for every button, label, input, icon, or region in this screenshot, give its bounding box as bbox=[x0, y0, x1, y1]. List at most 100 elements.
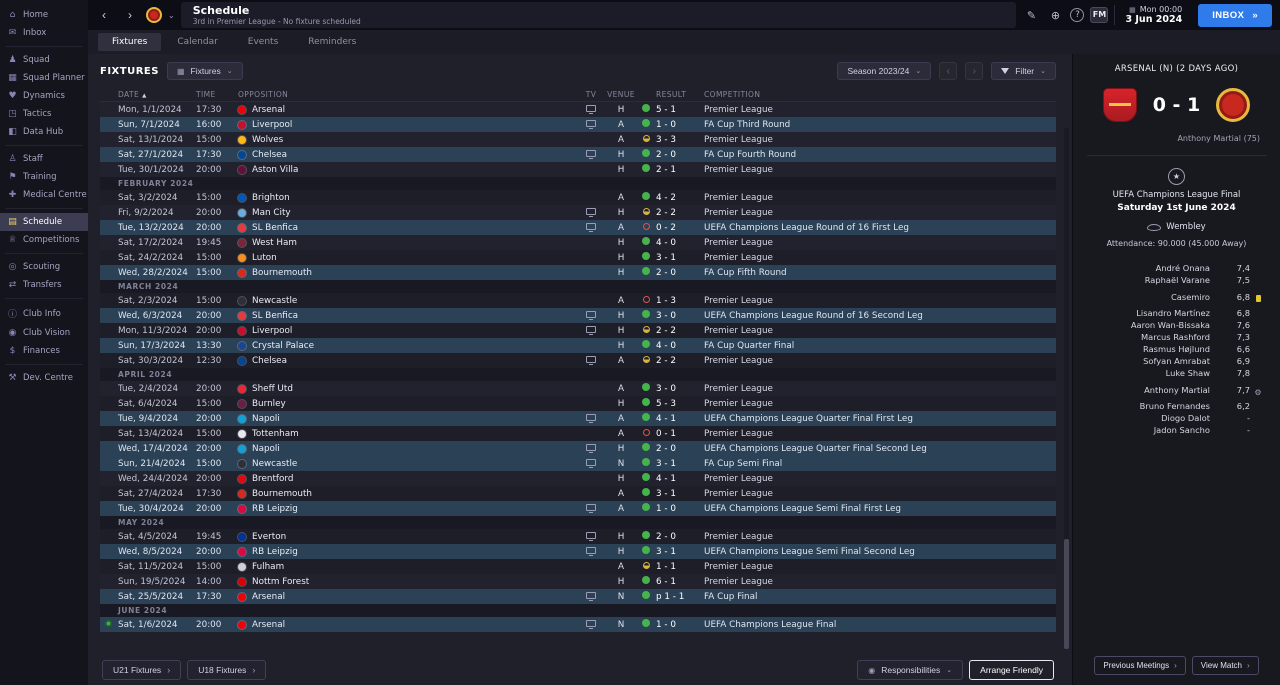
fixture-row[interactable]: Mon, 11/3/2024 20:00 Liverpool H 2 - 2 Premie… bbox=[100, 323, 1056, 338]
sidebar-item-medical-centre[interactable]: ✚ Medical Centre bbox=[0, 186, 88, 204]
fixture-row[interactable]: Fri, 9/2/2024 20:00 Man City H 2 - 2 Premier … bbox=[100, 205, 1056, 220]
inbox-button[interactable]: INBOX » bbox=[1198, 3, 1272, 27]
u18-fixtures-button[interactable]: U18 Fixtures › bbox=[187, 660, 267, 680]
tab-calendar[interactable]: Calendar bbox=[177, 37, 218, 47]
fixture-row[interactable]: Sat, 1/6/2024 20:00 Arsenal N 1 - 0 UEFA Cham… bbox=[100, 617, 1056, 632]
fixture-row[interactable]: Sun, 21/4/2024 15:00 Newcastle N 3 - 1 FA Cup… bbox=[100, 456, 1056, 471]
sidebar-item-dev-centre[interactable]: ⚒ Dev. Centre bbox=[0, 369, 88, 387]
sidebar-item-home[interactable]: ⌂ Home bbox=[0, 6, 88, 24]
sidebar-item-competitions[interactable]: ♕ Competitions bbox=[0, 231, 88, 249]
fixture-row[interactable]: Sun, 7/1/2024 16:00 Liverpool A 1 - 0 FA Cup … bbox=[100, 117, 1056, 132]
fixture-row[interactable]: Sat, 4/5/2024 19:45 Everton H 2 - 0 Premier L… bbox=[100, 529, 1056, 544]
fixture-row[interactable]: Tue, 30/4/2024 20:00 RB Leipzig A 1 - 0 UEFA … bbox=[100, 501, 1056, 516]
fixture-row[interactable]: Sat, 24/2/2024 15:00 Luton H 3 - 1 Premier Le… bbox=[100, 250, 1056, 265]
player-rating-row[interactable]: André Onana 7,4 bbox=[1073, 262, 1280, 274]
player-rating-row[interactable]: Rasmus Højlund 6,6 bbox=[1073, 343, 1280, 355]
player-rating-row[interactable]: Sofyan Amrabat 6,9 bbox=[1073, 355, 1280, 367]
view-selector-button[interactable]: ▦ Fixtures ⌄ bbox=[166, 62, 243, 80]
edit-icon[interactable]: ✎ bbox=[1026, 8, 1037, 22]
sidebar-item-scouting[interactable]: ◎ Scouting bbox=[0, 258, 88, 276]
player-rating-row[interactable]: Diogo Dalot - bbox=[1073, 412, 1280, 424]
tab-events[interactable]: Events bbox=[247, 37, 279, 47]
sidebar-item-data-hub[interactable]: ◧ Data Hub bbox=[0, 123, 88, 141]
fixture-row[interactable]: Sat, 27/1/2024 17:30 Chelsea H 2 - 0 FA Cup F… bbox=[100, 147, 1056, 162]
nav-forward-button[interactable]: › bbox=[120, 5, 140, 25]
fixture-row[interactable]: Sat, 6/4/2024 15:00 Burnley H 5 - 3 Premier L… bbox=[100, 396, 1056, 411]
sidebar-item-training[interactable]: ⚑ Training bbox=[0, 168, 88, 186]
fixture-row[interactable]: Wed, 8/5/2024 20:00 RB Leipzig H 3 - 1 UEFA C… bbox=[100, 544, 1056, 559]
sidebar-item-schedule[interactable]: ▤ Schedule bbox=[0, 213, 88, 231]
column-tv[interactable]: TV bbox=[585, 89, 597, 99]
sidebar-item-transfers[interactable]: ⇄ Transfers bbox=[0, 276, 88, 294]
fixture-row[interactable]: Sat, 13/4/2024 15:00 Tottenham A 0 - 1 Premie… bbox=[100, 426, 1056, 441]
fixture-row[interactable]: Tue, 13/2/2024 20:00 SL Benfica A 0 - 2 UEFA … bbox=[100, 220, 1056, 235]
fixture-row[interactable]: Sat, 2/3/2024 15:00 Newcastle A 1 - 3 Premier… bbox=[100, 293, 1056, 308]
fm-logo[interactable]: FM bbox=[1090, 7, 1109, 23]
filter-button[interactable]: Filter ⌄ bbox=[991, 62, 1056, 80]
player-rating-row[interactable]: Jadon Sancho - bbox=[1073, 424, 1280, 436]
sidebar-item-club-vision[interactable]: ◉ Club Vision bbox=[0, 324, 88, 342]
sidebar-item-inbox[interactable]: ✉ Inbox bbox=[0, 24, 88, 42]
sidebar-item-club-info[interactable]: ⓘ Club Info bbox=[0, 303, 88, 324]
column-venue[interactable]: VENUE bbox=[607, 89, 635, 99]
player-rating-row[interactable]: Lisandro Martínez 6,8 bbox=[1073, 307, 1280, 319]
fixture-row[interactable]: Sat, 3/2/2024 15:00 Brighton A 4 - 2 Premier … bbox=[100, 190, 1056, 205]
fixture-row[interactable]: Tue, 9/4/2024 20:00 Napoli A 4 - 1 UEFA Champ… bbox=[100, 411, 1056, 426]
world-icon[interactable]: ⊕ bbox=[1050, 8, 1061, 22]
column-opposition[interactable]: OPPOSITION bbox=[238, 89, 289, 99]
nav-back-button[interactable]: ‹ bbox=[94, 5, 114, 25]
column-result[interactable]: RESULT bbox=[656, 89, 687, 99]
column-time[interactable]: TIME bbox=[196, 89, 216, 99]
sidebar-item-finances[interactable]: $ Finances bbox=[0, 342, 88, 360]
fixture-row[interactable]: Wed, 24/4/2024 20:00 Brentford H 4 - 1 Premie… bbox=[100, 471, 1056, 486]
club-crest-icon[interactable] bbox=[146, 7, 162, 23]
player-rating-row[interactable]: Aaron Wan-Bissaka 7,6 bbox=[1073, 319, 1280, 331]
sidebar-item-dynamics[interactable]: ♥ Dynamics bbox=[0, 87, 88, 105]
scrollbar-thumb[interactable] bbox=[1064, 539, 1069, 649]
fixture-row[interactable]: Sun, 19/5/2024 14:00 Nottm Forest H 6 - 1 Pre… bbox=[100, 574, 1056, 589]
player-rating-row[interactable]: Marcus Rashford 7,3 bbox=[1073, 331, 1280, 343]
tab-fixtures[interactable]: Fixtures bbox=[98, 33, 162, 51]
player-rating-row[interactable]: Casemiro 6,8 bbox=[1073, 286, 1280, 307]
column-competition[interactable]: COMPETITION bbox=[704, 89, 761, 99]
fixture-row[interactable]: Sun, 17/3/2024 13:30 Crystal Palace H 4 - 0 F… bbox=[100, 338, 1056, 353]
outcome-w-icon bbox=[642, 149, 650, 157]
fixture-row[interactable]: Tue, 30/1/2024 20:00 Aston Villa H 2 - 1 Prem… bbox=[100, 162, 1056, 177]
fixture-row[interactable]: Wed, 28/2/2024 15:00 Bournemouth H 2 - 0 FA C… bbox=[100, 265, 1056, 280]
player-rating-row[interactable]: Luke Shaw 7,8 bbox=[1073, 367, 1280, 379]
season-prev-button[interactable]: ‹ bbox=[939, 62, 958, 80]
tab-reminders[interactable]: Reminders bbox=[308, 37, 357, 47]
fixture-row[interactable]: Sat, 13/1/2024 15:00 Wolves A 3 - 3 Premier L… bbox=[100, 132, 1056, 147]
u21-fixtures-button[interactable]: U21 Fixtures › bbox=[102, 660, 182, 680]
fixture-row[interactable]: Sat, 30/3/2024 12:30 Chelsea A 2 - 2 Premier … bbox=[100, 353, 1056, 368]
fixture-row[interactable]: Wed, 6/3/2024 20:00 SL Benfica H 3 - 0 UEFA C… bbox=[100, 308, 1056, 323]
sidebar-item-squad-planner[interactable]: ▦ Squad Planner bbox=[0, 69, 88, 87]
sidebar-item-staff[interactable]: ♙ Staff bbox=[0, 150, 88, 168]
vertical-scrollbar[interactable] bbox=[1064, 128, 1069, 649]
responsibilities-button[interactable]: ◉ Responsibilities ⌄ bbox=[857, 660, 964, 680]
player-rating-row[interactable]: Anthony Martial 7,7 ⚙ bbox=[1073, 379, 1280, 400]
column-date[interactable]: DATE ▲ bbox=[118, 89, 147, 99]
season-next-button[interactable]: › bbox=[965, 62, 984, 80]
fixture-row[interactable]: Tue, 2/4/2024 20:00 Sheff Utd A 3 - 0 Premier… bbox=[100, 381, 1056, 396]
previous-meetings-button[interactable]: Previous Meetings › bbox=[1094, 656, 1186, 675]
fixture-row[interactable]: Sat, 17/2/2024 19:45 West Ham H 4 - 0 Premier… bbox=[100, 235, 1056, 250]
player-rating-row[interactable]: Bruno Fernandes 6,2 bbox=[1073, 400, 1280, 412]
fixture-row[interactable]: Sat, 11/5/2024 15:00 Fulham A 1 - 1 Premier L… bbox=[100, 559, 1056, 574]
chevron-down-icon[interactable]: ⌄ bbox=[168, 10, 175, 20]
season-selector[interactable]: Season 2023/24 ⌄ bbox=[837, 62, 932, 80]
team-badge-icon bbox=[238, 341, 246, 350]
player-rating-row[interactable]: Raphaël Varane 7,5 bbox=[1073, 274, 1280, 286]
help-icon[interactable]: ? bbox=[1070, 8, 1085, 22]
champions-league-logo-icon: ★ bbox=[1168, 168, 1185, 185]
fixture-row[interactable]: Mon, 1/1/2024 17:30 Arsenal H 5 - 1 Premier L… bbox=[100, 102, 1056, 117]
arrange-friendly-button[interactable]: Arrange Friendly bbox=[969, 660, 1054, 680]
fixture-row[interactable]: Sat, 27/4/2024 17:30 Bournemouth A 3 - 1 Prem… bbox=[100, 486, 1056, 501]
fixture-row[interactable]: Wed, 17/4/2024 20:00 Napoli H 2 - 0 UEFA Cham… bbox=[100, 441, 1056, 456]
venue-cell: N bbox=[617, 458, 625, 469]
view-match-button[interactable]: View Match › bbox=[1191, 656, 1259, 675]
tv-cell bbox=[578, 222, 604, 233]
sidebar-item-tactics[interactable]: ◳ Tactics bbox=[0, 105, 88, 123]
sidebar-item-squad[interactable]: ♟ Squad bbox=[0, 51, 88, 69]
